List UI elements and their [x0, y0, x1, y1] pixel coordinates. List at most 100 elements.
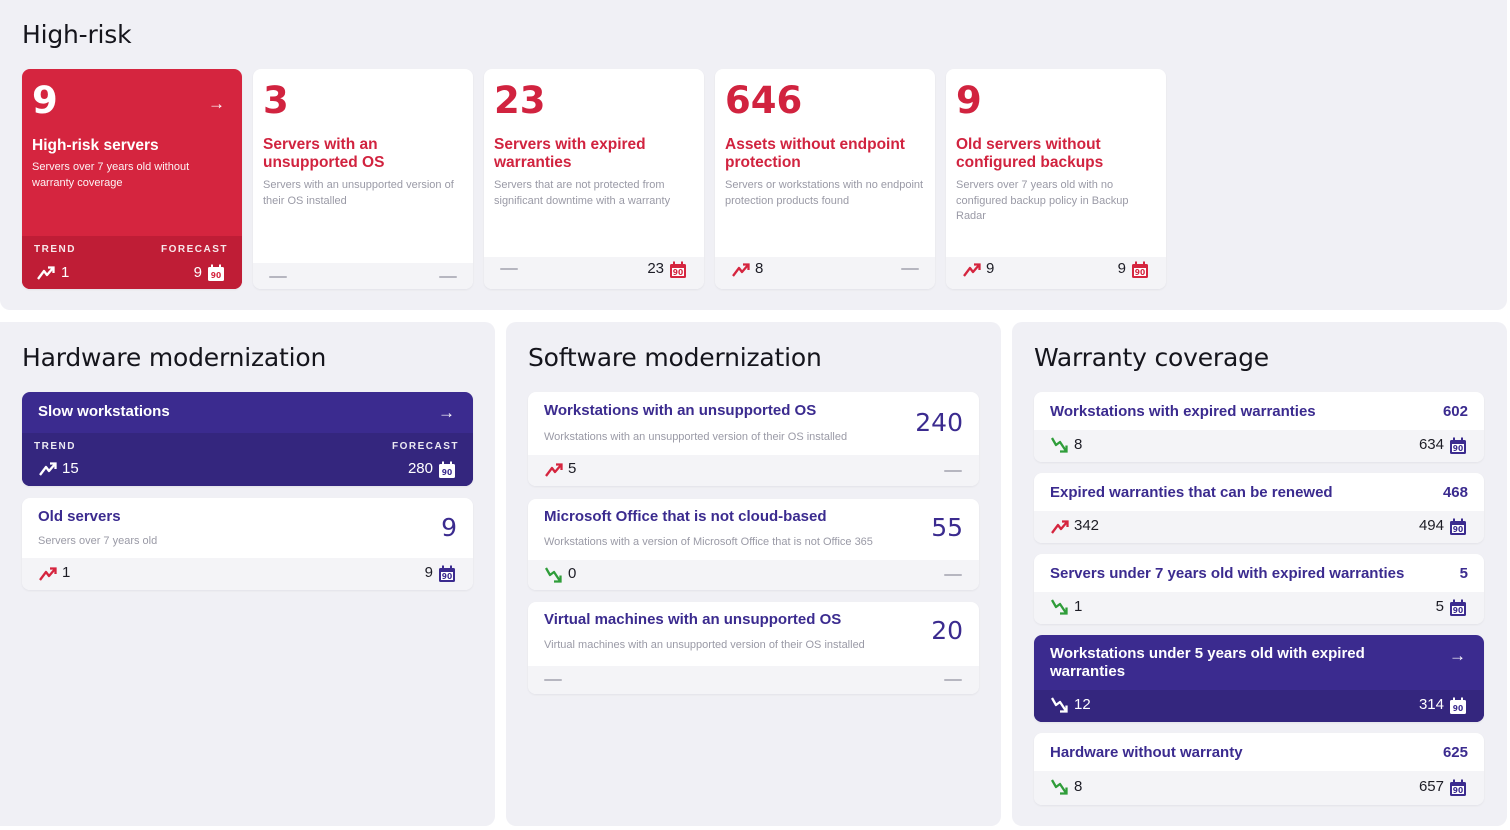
card-value: 9	[956, 79, 982, 122]
forecast-empty	[944, 574, 962, 576]
card-title: Microsoft Office that is not cloud-based	[544, 508, 827, 525]
trend-value: 15	[62, 460, 79, 477]
card-hardware-without-warranty[interactable]: Hardware without warranty 625 8 657	[1034, 733, 1484, 805]
card-value: 20	[931, 616, 963, 645]
trend-value: 342	[1074, 517, 1100, 534]
card-vms-unsupported-os[interactable]: Virtual machines with an unsupported OS …	[528, 602, 979, 694]
trend-value: 1	[61, 264, 70, 281]
card-no-endpoint-protection[interactable]: 646 Assets without endpoint protection S…	[715, 69, 935, 289]
arrow-right-icon[interactable]: →	[1449, 646, 1466, 665]
card-renewable-warranties[interactable]: Expired warranties that can be renewed 4…	[1034, 473, 1484, 543]
forecast-label: FORECAST	[161, 244, 228, 255]
card-high-risk-servers[interactable]: 9 → High-risk servers Servers over 7 yea…	[22, 69, 242, 289]
trend-value: 1	[1074, 598, 1083, 615]
calendar-90-icon	[1449, 518, 1467, 536]
card-slow-workstations[interactable]: Slow workstations → TREND FORECAST 15 28…	[22, 392, 473, 486]
trend-up-icon	[38, 566, 58, 582]
card-title: Hardware without warranty	[1050, 744, 1243, 761]
card-unsupported-os-servers[interactable]: 3 Servers with an unsupported OS Servers…	[253, 69, 473, 289]
forecast-empty	[944, 470, 962, 472]
card-footer: 5	[528, 455, 979, 486]
trend-value: 8	[1074, 778, 1083, 795]
forecast-empty	[439, 276, 457, 278]
trend-value: 0	[568, 565, 577, 582]
card-title: High-risk servers	[32, 137, 159, 154]
card-old-servers[interactable]: Old servers Servers over 7 years old 9 1…	[22, 498, 473, 590]
forecast-value: 657	[1418, 778, 1444, 795]
card-value: 5	[1459, 565, 1468, 582]
card-value: 602	[1442, 403, 1468, 420]
card-footer: 8	[715, 257, 935, 289]
warranty-title: Warranty coverage	[1034, 343, 1269, 372]
trend-value: 9	[986, 260, 995, 277]
trend-empty	[269, 276, 287, 278]
card-title: Servers with an unsupported OS	[263, 136, 385, 171]
card-description: Servers with an unsupported version of t…	[263, 179, 454, 207]
trend-up-icon	[544, 462, 564, 478]
trend-up-icon	[36, 265, 56, 281]
forecast-value: 23	[647, 260, 664, 277]
trend-label: TREND	[34, 441, 76, 452]
calendar-90-icon	[1449, 437, 1467, 455]
card-description: Servers over 7 years old	[38, 535, 158, 547]
card-title: Virtual machines with an unsupported OS	[544, 611, 842, 628]
card-value: 625	[1442, 744, 1468, 761]
trend-label: TREND	[34, 244, 76, 255]
card-footer: 8 657	[1034, 771, 1484, 805]
card-title: Old servers	[38, 508, 121, 525]
card-footer: 342 494	[1034, 511, 1484, 543]
forecast-empty	[901, 268, 919, 270]
arrow-right-icon[interactable]: →	[208, 94, 225, 113]
forecast-value: 9	[1117, 260, 1126, 277]
card-footer: 0	[528, 560, 979, 590]
trend-up-icon	[731, 262, 751, 278]
trend-value: 8	[755, 260, 764, 277]
card-description: Servers over 7 years old without warrant…	[32, 161, 190, 189]
card-servers-under-7-expired[interactable]: Servers under 7 years old with expired w…	[1034, 554, 1484, 624]
trend-down-icon	[1050, 436, 1070, 454]
forecast-value: 634	[1418, 436, 1444, 453]
trend-empty	[544, 679, 562, 681]
card-value: 468	[1442, 484, 1468, 501]
trend-up-icon	[38, 461, 58, 477]
forecast-value: 494	[1418, 517, 1444, 534]
card-value: 23	[494, 79, 546, 122]
forecast-value: 9	[424, 564, 433, 581]
card-footer	[528, 666, 979, 694]
card-old-servers-no-backup[interactable]: 9 Old servers without configured backups…	[946, 69, 1166, 289]
forecast-value: 9	[193, 264, 202, 281]
trend-up-icon	[1050, 519, 1070, 535]
calendar-90-icon	[438, 461, 456, 479]
card-value: 646	[725, 79, 803, 122]
card-title: Servers under 7 years old with expired w…	[1050, 565, 1405, 582]
forecast-value: 5	[1435, 598, 1444, 615]
arrow-right-icon[interactable]: →	[438, 403, 455, 422]
software-panel: Software modernization Workstations with…	[506, 322, 1001, 826]
card-office-not-cloud[interactable]: Microsoft Office that is not cloud-based…	[528, 499, 979, 590]
card-footer: TREND FORECAST 1 9	[22, 236, 242, 289]
card-footer: 9 9	[946, 257, 1166, 289]
forecast-label: FORECAST	[392, 441, 459, 452]
high-risk-panel: High-risk 9 → High-risk servers Servers …	[0, 0, 1507, 310]
card-title: Workstations with an unsupported OS	[544, 402, 817, 419]
card-expired-warranty-servers[interactable]: 23 Servers with expired warranties Serve…	[484, 69, 704, 289]
card-title: Expired warranties that can be renewed	[1050, 484, 1333, 501]
card-workstations-unsupported-os[interactable]: Workstations with an unsupported OS Work…	[528, 392, 979, 486]
card-title: Old servers without configured backups	[956, 136, 1104, 171]
card-workstations-under-5-expired[interactable]: Workstations under 5 years old with expi…	[1034, 635, 1484, 722]
card-description: Workstations with an unsupported version…	[544, 431, 848, 443]
card-title: Assets without endpoint protection	[725, 136, 905, 171]
trend-down-icon	[544, 566, 564, 584]
calendar-90-icon	[438, 565, 456, 583]
card-workstations-expired-warranties[interactable]: Workstations with expired warranties 602…	[1034, 392, 1484, 462]
trend-up-icon	[962, 262, 982, 278]
forecast-value: 314	[1418, 696, 1444, 713]
trend-value: 12	[1074, 696, 1091, 713]
card-description: Virtual machines with an unsupported ver…	[544, 639, 865, 651]
card-value: 55	[931, 513, 963, 542]
card-footer: 1 5	[1034, 592, 1484, 624]
card-description: Workstations with a version of Microsoft…	[544, 536, 873, 548]
calendar-90-icon	[207, 264, 225, 282]
high-risk-title: High-risk	[22, 20, 132, 49]
hardware-title: Hardware modernization	[22, 343, 327, 372]
